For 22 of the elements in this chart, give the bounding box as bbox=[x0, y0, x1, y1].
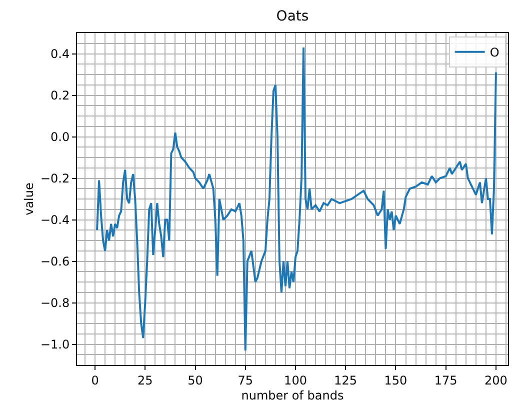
y-tick-label: −0.4 bbox=[40, 212, 70, 227]
legend-label: O bbox=[490, 46, 500, 60]
y-tick-label: −0.2 bbox=[40, 171, 70, 186]
x-tick-label: 50 bbox=[188, 373, 203, 388]
x-tick-label: 100 bbox=[284, 373, 307, 388]
y-tick-label: 0.0 bbox=[50, 130, 70, 144]
y-axis-title: value bbox=[22, 182, 36, 216]
x-tick-label: 0 bbox=[91, 373, 99, 388]
x-tick-label: 175 bbox=[434, 373, 458, 388]
x-tick-label: 200 bbox=[484, 373, 508, 388]
y-tick-label: 0.2 bbox=[50, 88, 70, 102]
chart-title: Oats bbox=[276, 8, 309, 24]
x-tick-label: 25 bbox=[138, 373, 153, 388]
x-tick-label: 150 bbox=[384, 373, 408, 388]
y-tick-label: −1.0 bbox=[40, 337, 70, 352]
y-tick-label: 0.4 bbox=[50, 46, 70, 61]
x-tick-label: 75 bbox=[238, 373, 254, 388]
line-series bbox=[96, 46, 497, 352]
x-axis-title: number of bands bbox=[241, 388, 344, 402]
y-tick-label: −0.8 bbox=[40, 296, 70, 310]
x-tick-label: 125 bbox=[334, 373, 358, 388]
y-tick-label: −0.6 bbox=[40, 254, 70, 268]
